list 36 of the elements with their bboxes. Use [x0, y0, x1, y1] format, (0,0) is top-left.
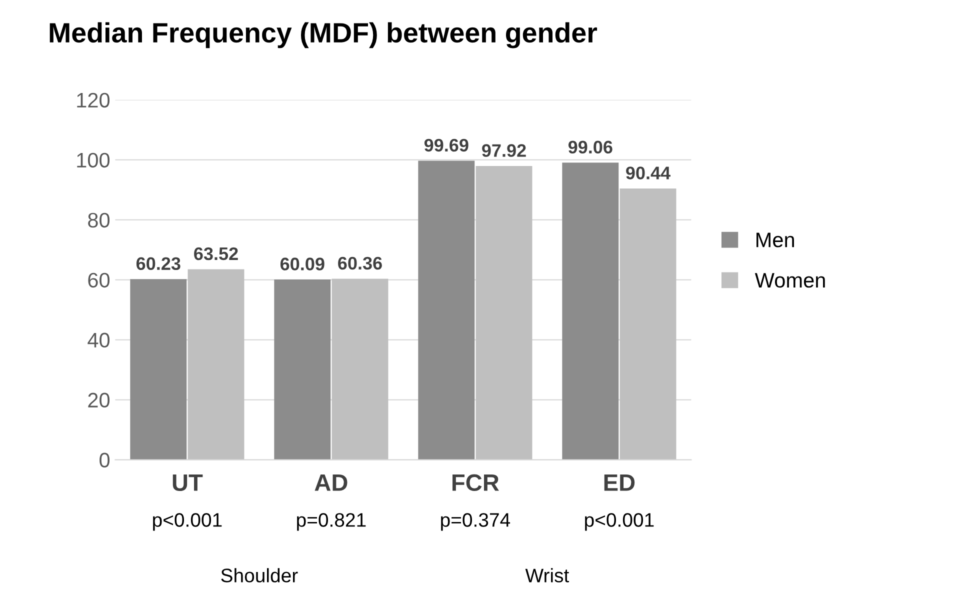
x-tick-label: ED: [604, 474, 635, 491]
x-tick-label: FCR: [452, 474, 499, 492]
chart-title: Median Frequency (MDF) between gender: [50, 22, 598, 48]
bar: [188, 269, 244, 460]
bar: [562, 162, 619, 460]
data-label: 63.52: [194, 247, 238, 260]
x-tick-label: UT: [172, 474, 203, 492]
y-tick-label: 120: [77, 92, 110, 108]
bar: [476, 166, 532, 460]
x-tick-label: AD: [314, 474, 348, 491]
legend-label: Men: [756, 232, 794, 248]
data-label: 60.09: [280, 258, 324, 270]
data-label: 90.44: [626, 166, 670, 180]
text: p=0.374: [441, 513, 510, 531]
data-label: 97.92: [482, 144, 526, 157]
text: Shoulder: [221, 568, 298, 582]
y-tick-label: 0: [100, 452, 110, 468]
y-tick-label: 80: [88, 212, 110, 228]
legend-label: Women: [754, 273, 825, 288]
text: p=0.821: [297, 513, 366, 531]
bar: [332, 278, 388, 460]
bar: [274, 280, 331, 460]
y-tick-label: 20: [88, 392, 110, 408]
data-label: 99.69: [424, 138, 468, 152]
text: Wrist: [525, 568, 570, 582]
data-label: 60.36: [338, 256, 382, 270]
y-tick-label: 100: [77, 152, 110, 168]
y-tick-label: 60: [88, 272, 110, 288]
text: p<0.001: [585, 513, 654, 531]
bar: [130, 279, 187, 460]
y-tick-label: 40: [88, 332, 110, 348]
data-label: 99.06: [568, 140, 612, 154]
data-label: 60.23: [136, 257, 180, 270]
text: p<0.001: [153, 513, 222, 531]
bar: [418, 160, 475, 460]
bar: [620, 188, 676, 460]
